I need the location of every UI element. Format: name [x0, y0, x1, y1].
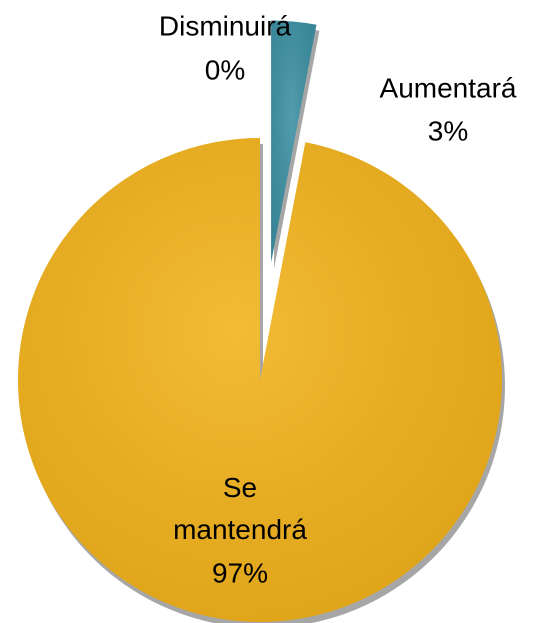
- labels: Disminuirá 0% Aumentará 3% Se mantendrá 97%: [159, 10, 517, 588]
- value-label: 3%: [428, 115, 468, 146]
- category-label: Disminuirá: [159, 10, 292, 41]
- value-label: 0%: [205, 54, 245, 85]
- slice-shine: [271, 20, 317, 263]
- pie: [17, 20, 505, 623]
- slice-shine: [17, 138, 502, 623]
- category-label: Se mantendrá: [173, 472, 307, 545]
- value-label: 97%: [212, 557, 268, 588]
- category-label: Aumentará: [380, 72, 517, 103]
